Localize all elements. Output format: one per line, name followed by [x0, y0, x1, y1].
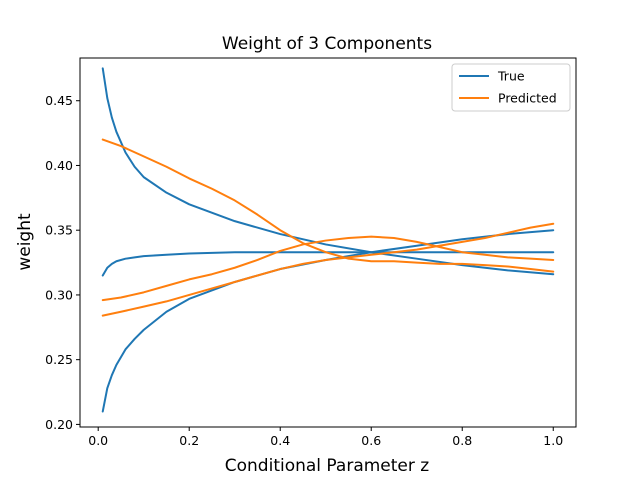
x-tick-label: 0.4 — [270, 433, 290, 448]
x-tick-label: 0.6 — [361, 433, 381, 448]
series-line-true-1 — [101, 67, 555, 276]
x-tick-label: 1.0 — [543, 433, 563, 448]
series-line-predicted-6 — [101, 222, 555, 317]
series-line-predicted-5 — [101, 235, 555, 302]
x-axis: 0.0 0.2 0.4 0.6 0.8 1.0 — [88, 427, 563, 448]
x-tick-label: 0.0 — [88, 433, 108, 448]
series-line-true-2 — [101, 251, 555, 277]
x-tick-label: 0.2 — [179, 433, 199, 448]
y-tick-label: 0.30 — [45, 287, 73, 302]
legend-label-true: True — [497, 69, 525, 84]
chart-title: Weight of 3 Components — [222, 34, 432, 54]
series-line-predicted-4 — [101, 138, 555, 273]
series-line-true-3 — [101, 229, 555, 413]
legend: True Predicted — [451, 63, 571, 112]
x-axis-label: Conditional Parameter z — [225, 456, 430, 476]
y-tick-label: 0.45 — [45, 93, 73, 108]
y-axis: 0.20 0.25 0.30 0.35 0.40 0.45 — [45, 93, 80, 432]
y-tick-label: 0.25 — [45, 352, 73, 367]
x-tick-label: 0.8 — [452, 433, 472, 448]
legend-label-predicted: Predicted — [498, 91, 557, 106]
y-tick-label: 0.40 — [45, 158, 73, 173]
plot-frame — [79, 57, 577, 428]
y-tick-label: 0.35 — [45, 223, 73, 238]
y-tick-label: 0.20 — [45, 417, 73, 432]
series-group — [101, 67, 555, 413]
y-axis-label: weight — [15, 213, 35, 271]
